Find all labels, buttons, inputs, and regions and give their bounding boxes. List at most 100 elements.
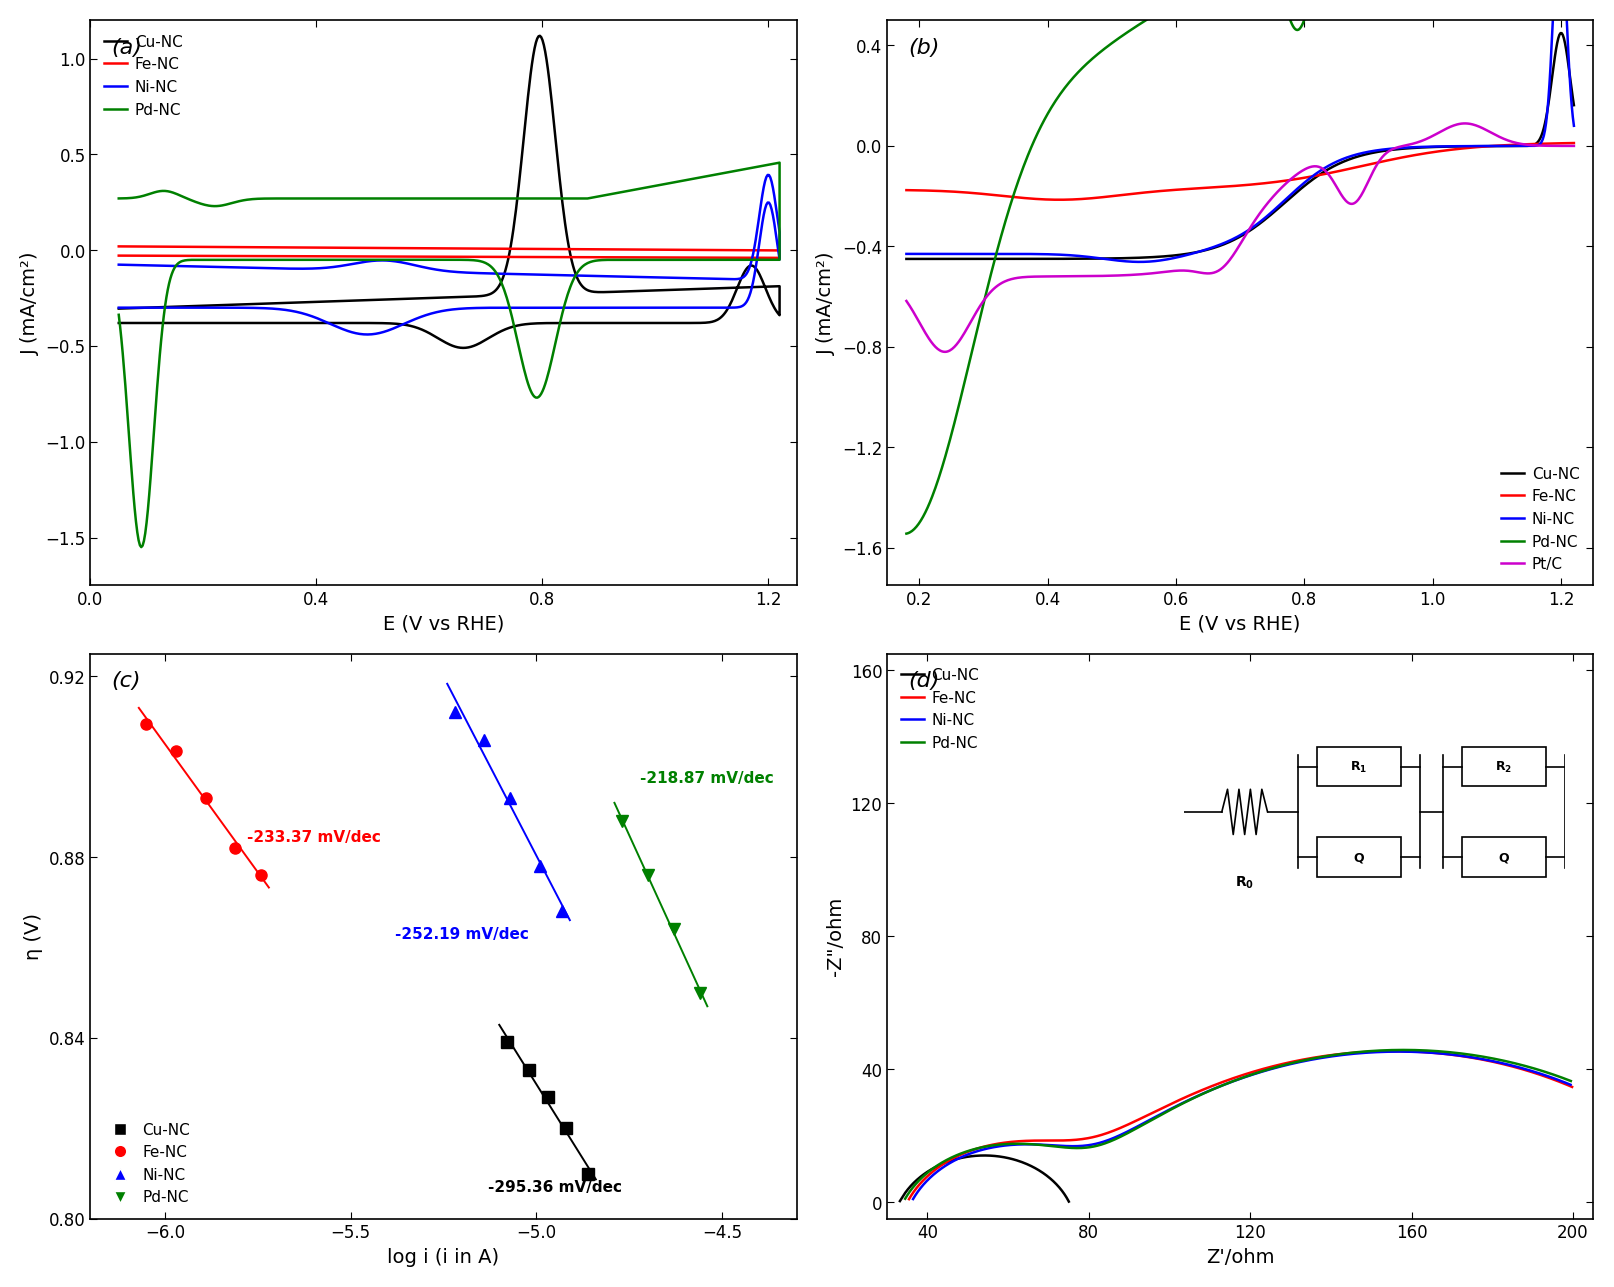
Pd-NC <box>1561 1073 1580 1089</box>
Pd-NC <box>770 156 789 171</box>
Fe-NC <box>1199 180 1219 196</box>
Cu-NC <box>1054 1185 1073 1201</box>
Fe-NC <box>770 251 789 266</box>
Ni-NC <box>1030 1136 1049 1152</box>
Line: Pd-NC: Pd-NC <box>119 163 780 547</box>
Pt/C <box>1199 266 1219 282</box>
Y-axis label: η (V): η (V) <box>24 912 44 960</box>
Line: Ni-NC: Ni-NC <box>119 175 780 335</box>
Ni-NC <box>1006 1136 1025 1152</box>
Pt/C <box>1291 165 1311 180</box>
Pd-NC <box>899 1185 918 1201</box>
Pt/C <box>1343 197 1362 212</box>
Line: Cu-NC: Cu-NC <box>907 33 1574 259</box>
Fe-NC <box>935 1156 954 1171</box>
Ni-NC <box>692 272 712 287</box>
Pt/C <box>1015 270 1035 286</box>
Cu-NC <box>1551 26 1570 41</box>
Ni-NC <box>1228 1072 1248 1088</box>
Cu-NC <box>891 1193 910 1208</box>
Ni-NC <box>244 260 263 275</box>
Ni-NC <box>1068 248 1088 264</box>
Legend: Cu-NC, Fe-NC, Ni-NC, Pd-NC: Cu-NC, Fe-NC, Ni-NC, Pd-NC <box>98 28 189 124</box>
Cu-NC <box>374 315 394 331</box>
Pd-NC <box>132 539 152 555</box>
Ni-NC <box>374 324 394 340</box>
Cu-NC <box>1399 142 1419 157</box>
Line: Pd-NC: Pd-NC <box>905 1050 1570 1198</box>
Cu-NC <box>397 318 416 333</box>
Ni-NC <box>1343 148 1362 163</box>
Pd-NC <box>244 192 263 207</box>
Pt/C <box>1454 116 1474 131</box>
Cu-NC <box>110 315 129 331</box>
Pd-NC <box>904 1180 923 1196</box>
Fe-NC <box>1343 161 1362 176</box>
Fe-NC <box>110 239 129 255</box>
Text: (a): (a) <box>111 37 142 58</box>
Ni-NC <box>110 300 129 315</box>
Legend: Cu-NC, Fe-NC, Ni-NC, Pd-NC: Cu-NC, Fe-NC, Ni-NC, Pd-NC <box>894 662 985 757</box>
Line: Fe-NC: Fe-NC <box>907 143 1574 201</box>
Cu-NC <box>1564 98 1583 113</box>
Fe-NC <box>1564 135 1583 151</box>
Cu-NC <box>692 282 712 297</box>
X-axis label: E (V vs RHE): E (V vs RHE) <box>383 614 504 633</box>
Fe-NC <box>1383 1044 1403 1059</box>
Line: Fe-NC: Fe-NC <box>909 1051 1572 1199</box>
Line: Fe-NC: Fe-NC <box>119 247 780 259</box>
X-axis label: E (V vs RHE): E (V vs RHE) <box>1180 614 1301 633</box>
Cu-NC <box>244 297 263 313</box>
Ni-NC <box>759 167 778 183</box>
Ni-NC <box>644 270 663 286</box>
Pd-NC <box>644 179 663 194</box>
Fe-NC <box>1023 1133 1043 1148</box>
Pd-NC <box>1162 1100 1181 1116</box>
Text: -233.37 mV/dec: -233.37 mV/dec <box>247 829 381 844</box>
Text: -218.87 mV/dec: -218.87 mV/dec <box>641 771 775 785</box>
X-axis label: Z'/ohm: Z'/ohm <box>1206 1247 1275 1266</box>
Fe-NC <box>1291 171 1311 187</box>
Pd-NC <box>399 252 418 268</box>
Ni-NC <box>897 247 917 263</box>
Y-axis label: -Z"/ohm: -Z"/ohm <box>826 897 846 976</box>
Cu-NC <box>897 251 917 266</box>
Pd-NC <box>523 386 542 402</box>
Cu-NC <box>891 1190 910 1206</box>
Pd-NC <box>110 308 129 323</box>
Pt/C <box>1564 139 1583 154</box>
Fe-NC <box>965 1142 985 1157</box>
Text: (b): (b) <box>909 37 939 58</box>
Ni-NC <box>1093 1134 1112 1149</box>
Fe-NC <box>1049 193 1068 208</box>
Cu-NC <box>646 283 665 299</box>
Ni-NC <box>399 314 418 329</box>
Pt/C <box>936 345 955 360</box>
Pt/C <box>1401 138 1420 153</box>
Pd-NC <box>896 1190 915 1206</box>
Cu-NC <box>1290 183 1309 198</box>
Pt/C <box>1070 269 1089 284</box>
Fe-NC <box>692 243 712 259</box>
Ni-NC <box>1130 255 1149 270</box>
Fe-NC <box>644 242 663 257</box>
Cu-NC <box>454 341 473 356</box>
Pd-NC <box>1068 66 1088 81</box>
Pd-NC <box>110 192 129 207</box>
Y-axis label: J (mA/cm²): J (mA/cm²) <box>817 251 836 355</box>
Fe-NC <box>1562 1080 1582 1095</box>
Fe-NC <box>1015 190 1035 206</box>
Line: Ni-NC: Ni-NC <box>914 1051 1570 1199</box>
Fe-NC <box>374 250 394 265</box>
Pd-NC <box>692 170 712 185</box>
Legend: Cu-NC, Fe-NC, Ni-NC, Pd-NC, Pt/C: Cu-NC, Fe-NC, Ni-NC, Pd-NC, Pt/C <box>1495 461 1585 578</box>
Cu-NC <box>1015 251 1035 266</box>
Ni-NC <box>1015 247 1035 263</box>
Cu-NC <box>523 317 542 332</box>
Pd-NC <box>897 526 917 542</box>
Fe-NC <box>954 1145 973 1161</box>
Line: Cu-NC: Cu-NC <box>901 1156 1068 1202</box>
Cu-NC <box>931 1157 951 1172</box>
Fe-NC <box>523 250 542 265</box>
Fe-NC <box>1086 1129 1106 1144</box>
